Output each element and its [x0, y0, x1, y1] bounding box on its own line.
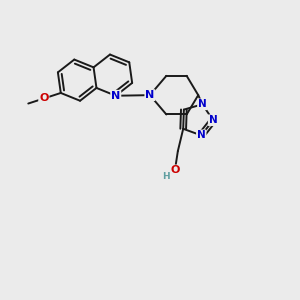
Text: N: N — [197, 130, 206, 140]
Text: N: N — [209, 115, 218, 125]
Text: O: O — [39, 94, 49, 103]
Text: N: N — [111, 91, 120, 101]
Text: N: N — [145, 90, 154, 100]
Text: H: H — [162, 172, 170, 182]
Text: O: O — [170, 165, 180, 176]
Text: N: N — [198, 99, 207, 109]
